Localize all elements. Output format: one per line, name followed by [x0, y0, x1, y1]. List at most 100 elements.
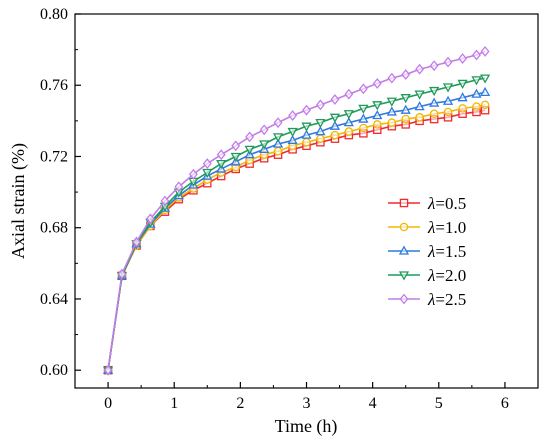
data-point [160, 195, 170, 207]
x-tick-label: 3 [303, 395, 311, 412]
data-point [373, 120, 382, 129]
data-point [443, 107, 453, 117]
data-point [458, 104, 467, 113]
data-point [301, 122, 312, 132]
legend-symbol: λ [427, 194, 435, 213]
data-point [358, 113, 369, 123]
legend-value: =1.0 [435, 218, 466, 237]
data-point [287, 134, 298, 145]
series-5 [103, 45, 490, 376]
legend-label: λ=0.5 [427, 194, 466, 213]
legend-value: =0.5 [435, 194, 466, 213]
data-point [400, 104, 411, 114]
data-point [479, 86, 491, 97]
data-point [103, 364, 113, 376]
data-point [414, 90, 425, 100]
data-point [387, 72, 397, 84]
data-point [372, 101, 383, 111]
data-point [231, 140, 241, 152]
plot-frame [74, 13, 539, 389]
data-point [429, 97, 440, 107]
data-point [301, 129, 312, 139]
data-point [245, 131, 255, 143]
legend-label: λ=2.0 [427, 266, 466, 285]
data-point [230, 152, 241, 163]
legend-entry: λ=2.5 [388, 290, 466, 309]
data-point [174, 181, 184, 193]
y-tick-label: 0.80 [40, 6, 68, 23]
data-point [259, 124, 269, 136]
data-point [302, 104, 311, 116]
legend-marker [399, 293, 409, 305]
data-point [479, 74, 491, 84]
series-line [107, 77, 486, 371]
x-tick-label: 6 [501, 395, 509, 412]
data-point [343, 110, 354, 120]
series-line [107, 50, 486, 371]
data-point [272, 138, 284, 148]
legend-entry: λ=2.0 [388, 266, 466, 285]
data-point [188, 168, 198, 180]
x-axis-ticks: 0 1 2 3 4 5 6 [74, 382, 539, 412]
data-point [457, 79, 468, 89]
data-point [415, 63, 425, 75]
data-point [287, 127, 298, 138]
data-point [343, 117, 354, 127]
legend-label: λ=1.5 [427, 242, 466, 261]
x-axis-title: Time (h) [275, 416, 338, 437]
data-point [386, 106, 397, 116]
legend-symbol: λ [427, 266, 435, 285]
y-tick-label: 0.64 [40, 291, 68, 308]
data-point [472, 102, 481, 111]
legend-marker [399, 198, 409, 208]
data-point [315, 126, 326, 136]
data-point [329, 120, 341, 130]
series-4 [102, 74, 491, 376]
x-tick-label: 4 [369, 395, 377, 412]
data-point [202, 158, 212, 170]
data-point [401, 114, 410, 124]
legend: λ=0.5λ=1.0λ=1.5λ=2.0λ=2.5 [388, 194, 466, 309]
data-point [315, 99, 325, 111]
data-point [273, 117, 283, 129]
legend-symbol: λ [427, 242, 435, 261]
data-point [344, 127, 354, 136]
data-point [272, 133, 284, 143]
data-point [442, 95, 454, 105]
legend-symbol: λ [427, 218, 435, 237]
data-point [117, 268, 127, 280]
data-point [401, 69, 411, 80]
data-point [471, 88, 482, 98]
data-point [202, 168, 213, 179]
legend-value: =1.5 [435, 242, 466, 261]
legend-marker [399, 222, 409, 232]
legend-marker [398, 245, 410, 255]
data-point [330, 94, 340, 105]
data-point [480, 45, 490, 57]
data-point [457, 92, 468, 102]
x-tick-label: 5 [435, 395, 443, 412]
data-point [329, 113, 341, 123]
data-point [358, 104, 369, 114]
data-point [315, 118, 326, 129]
series-group [102, 45, 491, 376]
y-axis-ticks: 0.60 0.64 0.68 0.72 0.76 0.80 [40, 6, 81, 379]
data-point [302, 137, 311, 147]
data-point [372, 78, 382, 89]
data-point [471, 76, 482, 86]
data-point [259, 140, 270, 150]
data-point [288, 110, 298, 121]
y-tick-label: 0.68 [40, 220, 68, 237]
data-point [387, 118, 397, 127]
data-point [359, 123, 368, 133]
y-tick-label: 0.72 [40, 148, 68, 165]
series-line [107, 109, 486, 371]
data-point [429, 60, 439, 72]
data-point [372, 109, 383, 120]
data-point [429, 86, 440, 97]
data-point [429, 109, 439, 118]
legend-entry: λ=1.0 [388, 218, 466, 237]
data-point [244, 145, 255, 155]
data-point [443, 56, 453, 68]
x-tick-label: 2 [236, 395, 244, 412]
